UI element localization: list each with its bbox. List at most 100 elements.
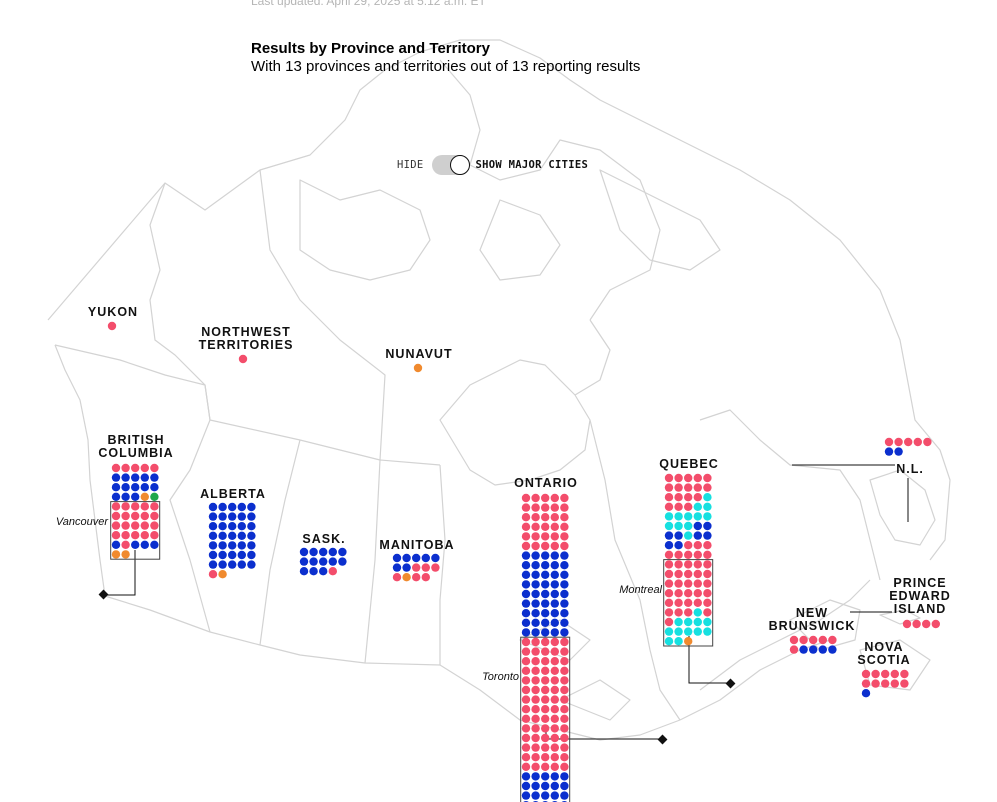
- manitoba-seat-dot[interactable]: [402, 573, 411, 582]
- quebec-seat-dot[interactable]: [684, 617, 693, 627]
- ontario-seat-dot[interactable]: [521, 685, 531, 695]
- bc-seat-dot[interactable]: [131, 463, 140, 473]
- ontario-seat-dot[interactable]: [541, 733, 550, 743]
- ontario-seat-dot[interactable]: [531, 762, 540, 771]
- bc-seat-dot[interactable]: [140, 521, 149, 530]
- toggle-knob[interactable]: [449, 155, 470, 175]
- ontario-seat-dot[interactable]: [541, 503, 550, 512]
- quebec-seat-dot[interactable]: [674, 521, 683, 531]
- bc-seat-dot[interactable]: [111, 502, 121, 511]
- bc-seat-dot[interactable]: [131, 531, 140, 540]
- ontario-seat-dot[interactable]: [541, 772, 550, 781]
- quebec-seat-dot[interactable]: [703, 579, 712, 588]
- alberta-seat-dot[interactable]: [247, 550, 256, 560]
- nunavut-seat-dot[interactable]: [413, 363, 423, 373]
- ontario-seat-dot[interactable]: [521, 532, 531, 541]
- quebec-seat-dot[interactable]: [664, 589, 674, 598]
- ontario-seat-dot[interactable]: [541, 666, 550, 675]
- quebec-seat-dot[interactable]: [684, 560, 693, 569]
- quebec-seat-dot[interactable]: [693, 531, 702, 540]
- ontario-seat-dot[interactable]: [550, 657, 559, 666]
- ns-seat-dot[interactable]: [890, 679, 899, 688]
- quebec-seat-dot[interactable]: [674, 560, 683, 569]
- ontario-seat-dot[interactable]: [541, 599, 550, 608]
- alberta-seat-dot[interactable]: [237, 512, 246, 521]
- ontario-seat-dot[interactable]: [560, 666, 569, 675]
- ontario-seat-dot[interactable]: [521, 714, 531, 723]
- quebec-seat-dot[interactable]: [693, 541, 702, 550]
- ns-seat-dot[interactable]: [861, 689, 871, 698]
- quebec-seat-dot[interactable]: [684, 473, 693, 483]
- ontario-seat-dot[interactable]: [560, 657, 569, 666]
- quebec-seat-dot[interactable]: [703, 473, 712, 483]
- sask-seat-dot[interactable]: [319, 557, 328, 566]
- alberta-seat-dot[interactable]: [247, 522, 256, 531]
- ontario-seat-dot[interactable]: [560, 753, 569, 762]
- quebec-seat-dot[interactable]: [664, 579, 674, 588]
- ontario-seat-dot[interactable]: [541, 589, 550, 599]
- quebec-seat-dot[interactable]: [684, 550, 693, 559]
- nwt-seat-dot[interactable]: [238, 354, 248, 364]
- quebec-seat-dot[interactable]: [693, 512, 702, 521]
- ontario-seat-dot[interactable]: [560, 628, 569, 637]
- ontario-seat-dot[interactable]: [560, 714, 569, 723]
- ontario-seat-dot[interactable]: [541, 580, 550, 589]
- ontario-seat-dot[interactable]: [541, 781, 550, 791]
- ns-seat-dot[interactable]: [900, 669, 909, 679]
- ontario-seat-dot[interactable]: [531, 714, 540, 723]
- bc-seat-dot[interactable]: [111, 531, 121, 540]
- ontario-seat-dot[interactable]: [531, 657, 540, 666]
- ontario-seat-dot[interactable]: [550, 561, 559, 570]
- bc-seat-dot[interactable]: [111, 511, 121, 521]
- ontario-seat-dot[interactable]: [560, 513, 569, 522]
- ontario-seat-dot[interactable]: [541, 676, 550, 685]
- quebec-seat-dot[interactable]: [693, 608, 702, 617]
- ontario-seat-dot[interactable]: [521, 676, 531, 685]
- alberta-seat-dot[interactable]: [218, 570, 227, 579]
- bc-seat-dot[interactable]: [131, 511, 140, 521]
- nl-seat-dot[interactable]: [894, 437, 903, 447]
- ontario-seat-dot[interactable]: [541, 705, 550, 714]
- pei-seat-dot[interactable]: [912, 619, 921, 629]
- ontario-seat-dot[interactable]: [560, 589, 569, 599]
- ontario-seat-dot[interactable]: [541, 628, 550, 637]
- ontario-seat-dot[interactable]: [521, 772, 531, 781]
- ontario-seat-dot[interactable]: [541, 637, 550, 647]
- ontario-seat-dot[interactable]: [521, 695, 531, 704]
- alberta-seat-dot[interactable]: [208, 550, 218, 560]
- bc-seat-dot[interactable]: [121, 531, 130, 540]
- manitoba-seat-dot[interactable]: [421, 553, 430, 563]
- ontario-seat-dot[interactable]: [521, 599, 531, 608]
- nl-seat-dot[interactable]: [923, 437, 932, 447]
- quebec-seat-dot[interactable]: [693, 550, 702, 559]
- ontario-seat-dot[interactable]: [560, 772, 569, 781]
- ontario-seat-dot[interactable]: [541, 685, 550, 695]
- ontario-seat-dot[interactable]: [521, 561, 531, 570]
- quebec-seat-dot[interactable]: [693, 579, 702, 588]
- ontario-seat-dot[interactable]: [531, 580, 540, 589]
- bc-seat-dot[interactable]: [121, 511, 130, 521]
- quebec-seat-dot[interactable]: [693, 483, 702, 492]
- ontario-seat-dot[interactable]: [550, 705, 559, 714]
- quebec-seat-dot[interactable]: [693, 627, 702, 636]
- ontario-seat-dot[interactable]: [541, 791, 550, 800]
- ontario-seat-dot[interactable]: [550, 685, 559, 695]
- ontario-seat-dot[interactable]: [521, 733, 531, 743]
- ontario-seat-dot[interactable]: [521, 753, 531, 762]
- alberta-seat-dot[interactable]: [247, 560, 256, 569]
- bc-seat-dot[interactable]: [111, 521, 121, 530]
- ontario-seat-dot[interactable]: [531, 561, 540, 570]
- bc-seat-dot[interactable]: [121, 521, 130, 530]
- ontario-seat-dot[interactable]: [521, 589, 531, 599]
- alberta-seat-dot[interactable]: [247, 531, 256, 540]
- bc-seat-dot[interactable]: [150, 540, 159, 549]
- alberta-seat-dot[interactable]: [218, 550, 227, 560]
- nb-seat-dot[interactable]: [789, 645, 799, 654]
- bc-seat-dot[interactable]: [150, 492, 159, 501]
- bc-seat-dot[interactable]: [140, 463, 149, 473]
- manitoba-seat-dot[interactable]: [402, 563, 411, 572]
- bc-seat-dot[interactable]: [121, 473, 130, 482]
- quebec-seat-dot[interactable]: [684, 608, 693, 617]
- ns-seat-dot[interactable]: [861, 669, 871, 679]
- quebec-seat-dot[interactable]: [664, 521, 674, 531]
